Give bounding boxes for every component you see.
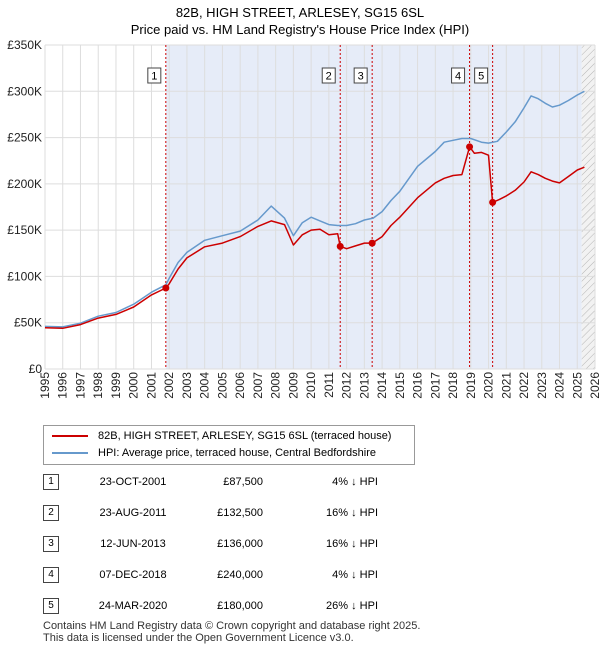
table-row: 5 24-MAR-2020 £180,000 26% ↓ HPI <box>43 596 543 616</box>
x-tick-label: 2015 <box>393 372 407 399</box>
sale-price: £240,000 <box>217 569 263 581</box>
x-tick-label: 2007 <box>251 372 265 399</box>
y-tick-label: £300K <box>7 84 42 98</box>
sale-number: 5 <box>43 598 59 614</box>
sale-price: £180,000 <box>217 600 263 612</box>
footer: Contains HM Land Registry data © Crown c… <box>43 620 420 644</box>
y-tick-label: £350K <box>7 38 42 52</box>
y-tick-label: £100K <box>7 269 42 283</box>
x-tick-label: 1999 <box>109 372 123 399</box>
legend-label-price: 82B, HIGH STREET, ARLESEY, SG15 6SL (ter… <box>98 430 392 442</box>
marker-box-4 <box>451 67 466 84</box>
x-tick-label: 2004 <box>198 372 212 399</box>
sale-date: 23-AUG-2011 <box>99 507 167 519</box>
legend-item-price: 82B, HIGH STREET, ARLESEY, SG15 6SL (ter… <box>52 428 391 444</box>
x-tick-label: 2002 <box>162 372 176 399</box>
x-tick-label: 2014 <box>375 372 389 399</box>
x-tick-label: 2010 <box>304 372 318 399</box>
x-tick-label: 2023 <box>535 372 549 399</box>
sale-hpi-diff: 4% ↓ HPI <box>332 569 378 581</box>
marker-label-5: 5 <box>478 71 484 83</box>
marker-box-5 <box>474 67 489 84</box>
x-tick-label: 2020 <box>482 372 496 399</box>
footer-line-2: This data is licensed under the Open Gov… <box>43 632 354 644</box>
marker-label-3: 3 <box>358 71 364 83</box>
table-row: 4 07-DEC-2018 £240,000 4% ↓ HPI <box>43 565 543 585</box>
y-tick-label: £250K <box>7 131 42 145</box>
sale-date: 12-JUN-2013 <box>100 538 166 550</box>
x-tick-label: 1995 <box>38 372 52 399</box>
sale-price: £132,500 <box>217 507 263 519</box>
x-tick-label: 2022 <box>517 372 531 399</box>
legend-swatch-price <box>52 435 88 438</box>
marker-box-3 <box>353 67 368 84</box>
sale-point-4 <box>466 143 474 151</box>
sale-number: 2 <box>43 505 59 521</box>
title-line-2: Price paid vs. HM Land Registry's House … <box>130 22 470 37</box>
legend-swatch-hpi <box>52 452 88 455</box>
sale-point-3 <box>368 239 376 247</box>
x-tick-label: 2006 <box>233 372 247 399</box>
sale-hpi-diff: 16% ↓ HPI <box>326 538 378 550</box>
sale-number: 3 <box>43 536 59 552</box>
marker-label-2: 2 <box>326 71 332 83</box>
sale-hpi-diff: 26% ↓ HPI <box>326 600 378 612</box>
series-line-hpi <box>44 90 585 328</box>
sale-price: £87,500 <box>223 476 263 488</box>
sale-point-2 <box>336 242 344 250</box>
table-row: 3 12-JUN-2013 £136,000 16% ↓ HPI <box>43 534 543 554</box>
x-tick-label: 2024 <box>553 372 567 399</box>
marker-label-1: 1 <box>151 71 157 83</box>
x-tick-label: 2026 <box>588 372 600 399</box>
sale-hpi-diff: 16% ↓ HPI <box>326 507 378 519</box>
x-tick-label: 1997 <box>73 372 87 399</box>
sale-date: 07-DEC-2018 <box>99 569 167 581</box>
x-tick-label: 1996 <box>56 372 70 399</box>
x-tick-label: 2013 <box>357 372 371 399</box>
x-tick-label: 2019 <box>464 372 478 399</box>
x-tick-label: 2021 <box>499 372 513 399</box>
series-line-price <box>44 146 585 330</box>
y-tick-label: £150K <box>7 223 42 237</box>
x-tick-label: 2001 <box>144 372 158 399</box>
x-tick-label: 2008 <box>269 372 283 399</box>
legend-item-hpi: HPI: Average price, terraced house, Cent… <box>52 445 376 461</box>
marker-label-4: 4 <box>455 71 461 83</box>
legend-label-hpi: HPI: Average price, terraced house, Cent… <box>98 447 377 459</box>
x-tick-label: 2017 <box>428 372 442 399</box>
x-tick-label: 2000 <box>127 372 141 399</box>
sale-date: 23-OCT-2001 <box>99 476 167 488</box>
chart-title: 82B, HIGH STREET, ARLESEY, SG15 6SL Pric… <box>0 4 600 38</box>
sale-price: £136,000 <box>217 538 263 550</box>
shaded-region <box>165 45 582 369</box>
price-chart: 1 2 3 4 5 £0 £50K £100K £150K £200K £250K £300K £350… <box>7 38 600 399</box>
sale-point-1 <box>162 284 170 292</box>
footer-line-1: Contains HM Land Registry data © Crown c… <box>43 620 421 632</box>
marker-box-2 <box>321 67 336 84</box>
x-tick-label: 2005 <box>215 372 229 399</box>
x-tick-label: 2018 <box>446 372 460 399</box>
sale-point-5 <box>489 198 497 206</box>
x-tick-label: 2016 <box>411 372 425 399</box>
x-tick-label: 2025 <box>570 372 584 399</box>
y-tick-label: £0 <box>29 362 43 376</box>
legend: 82B, HIGH STREET, ARLESEY, SG15 6SL (ter… <box>43 425 415 465</box>
sale-hpi-diff: 4% ↓ HPI <box>332 476 378 488</box>
sale-number: 1 <box>43 474 59 490</box>
table-row: 1 23-OCT-2001 £87,500 4% ↓ HPI <box>43 472 543 492</box>
y-tick-label: £200K <box>7 177 42 191</box>
table-row: 2 23-AUG-2011 £132,500 16% ↓ HPI <box>43 503 543 523</box>
sale-date: 24-MAR-2020 <box>98 600 168 612</box>
y-tick-label: £50K <box>14 316 42 330</box>
x-tick-label: 2012 <box>340 372 354 399</box>
x-tick-label: 2003 <box>180 372 194 399</box>
marker-box-1 <box>147 67 162 84</box>
x-tick-label: 2011 <box>322 372 336 398</box>
x-tick-label: 2009 <box>286 372 300 399</box>
x-tick-label: 1998 <box>91 372 105 399</box>
hatched-region <box>581 45 595 369</box>
sale-number: 4 <box>43 567 59 583</box>
title-line-1: 82B, HIGH STREET, ARLESEY, SG15 6SL <box>175 5 425 20</box>
